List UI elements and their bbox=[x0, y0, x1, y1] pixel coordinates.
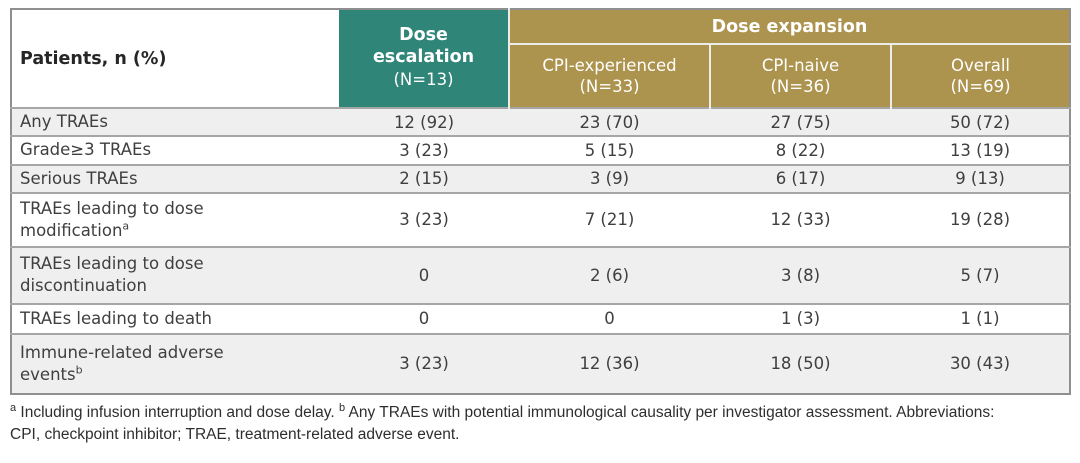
dose-escalation-title: Dose escalation bbox=[372, 25, 475, 68]
data-cell: 27 (75) bbox=[770, 112, 831, 132]
data-cell: 9 (13) bbox=[955, 169, 1005, 189]
data-cell: 12 (92) bbox=[393, 112, 455, 132]
adverse-events-table: Patients, n (%) Dose escalation (N=13) D… bbox=[10, 8, 1071, 395]
table-row: Grade≥3 TRAEs 3 (23) 5 (15) 8 (22) 13 (1… bbox=[11, 136, 1070, 165]
dose-expansion-title: Dose expansion bbox=[711, 16, 868, 37]
dose-escalation-n: (N=13) bbox=[393, 70, 454, 90]
table-row: TRAEs leading to dose modificationa 3 (2… bbox=[11, 192, 1070, 247]
data-cell: 0 bbox=[418, 265, 430, 285]
data-cell: 18 (50) bbox=[770, 354, 831, 374]
cpi-experienced-title: CPI-experienced bbox=[542, 55, 677, 75]
data-cell: 8 (22) bbox=[775, 140, 826, 160]
footnote-marker-b: b bbox=[75, 363, 83, 377]
column-header-overall: Overall (N=69) bbox=[890, 44, 1070, 108]
data-cell: 1 (1) bbox=[960, 309, 1000, 329]
row-label: Any TRAEs bbox=[20, 112, 108, 131]
corner-header-label: Patients, n (%) bbox=[20, 48, 167, 69]
footnote-text-b: Any TRAEs with potential immunological c… bbox=[10, 403, 995, 443]
cpi-naive-n: (N=36) bbox=[770, 77, 831, 96]
footnote-marker-a: a bbox=[122, 219, 130, 233]
data-cell: 3 (23) bbox=[399, 140, 449, 160]
table-row: Serious TRAEs 2 (15) 3 (9) 6 (17) 9 (13) bbox=[11, 164, 1070, 193]
data-cell: 50 (72) bbox=[949, 112, 1011, 132]
data-cell: 7 (21) bbox=[584, 210, 635, 230]
footnote-sup-a: a bbox=[10, 401, 17, 414]
data-cell: 12 (36) bbox=[579, 354, 640, 374]
table-row: TRAEs leading to dose discontinuation 0 … bbox=[11, 246, 1070, 304]
data-cell: 5 (15) bbox=[584, 140, 635, 160]
cpi-naive-title: CPI-naive bbox=[761, 55, 840, 75]
data-cell: 1 (3) bbox=[780, 309, 821, 329]
data-cell: 2 (15) bbox=[399, 169, 449, 189]
footnote-text-a: Including infusion interruption and dose… bbox=[16, 403, 339, 421]
footnote: a Including infusion interruption and do… bbox=[10, 402, 1026, 446]
data-cell: 0 bbox=[418, 309, 430, 329]
cpi-experienced-n: (N=33) bbox=[579, 77, 640, 96]
data-cell: 13 (19) bbox=[949, 140, 1011, 160]
table-row: Any TRAEs 12 (92) 23 (70) 27 (75) 50 (72… bbox=[11, 108, 1070, 137]
row-label: Grade≥3 TRAEs bbox=[20, 140, 152, 160]
data-cell: 23 (70) bbox=[579, 112, 640, 132]
overall-n: (N=69) bbox=[950, 77, 1011, 96]
data-cell: 2 (6) bbox=[589, 265, 630, 285]
row-label: TRAEs leading to death bbox=[20, 308, 212, 328]
row-label: Serious TRAEs bbox=[20, 168, 138, 188]
column-header-dose-escalation: Dose escalation (N=13) bbox=[339, 9, 509, 108]
data-cell: 3 (23) bbox=[399, 210, 449, 230]
row-label: TRAEs leading to dose discontinuation bbox=[20, 254, 204, 296]
row-label: TRAEs leading to dose modificationa bbox=[20, 198, 204, 240]
data-cell: 3 (9) bbox=[589, 169, 630, 189]
data-cell: 0 bbox=[604, 309, 615, 329]
data-cell: 3 (23) bbox=[399, 354, 449, 374]
footnote-sup-b: b bbox=[338, 401, 346, 414]
column-header-cpi-experienced: CPI-experienced (N=33) bbox=[508, 44, 710, 108]
data-cell: 3 (8) bbox=[780, 265, 821, 285]
table-body: Any TRAEs 12 (92) 23 (70) 27 (75) 50 (72… bbox=[11, 108, 1070, 394]
data-cell: 30 (43) bbox=[949, 354, 1011, 374]
data-cell: 19 (28) bbox=[949, 210, 1011, 230]
overall-title: Overall bbox=[951, 55, 1010, 75]
data-cell: 6 (17) bbox=[775, 169, 826, 189]
data-cell: 12 (33) bbox=[770, 210, 831, 230]
table-row: TRAEs leading to death 0 0 1 (3) 1 (1) bbox=[11, 303, 1070, 334]
table-header: Patients, n (%) Dose escalation (N=13) D… bbox=[11, 9, 1070, 108]
column-header-patients: Patients, n (%) bbox=[11, 9, 339, 108]
row-label: Immune-related adverse eventsb bbox=[20, 342, 224, 384]
data-cell: 5 (7) bbox=[960, 265, 1000, 285]
column-header-cpi-naive: CPI-naive (N=36) bbox=[709, 44, 891, 108]
table-row: Immune-related adverse eventsb 3 (23) 12… bbox=[11, 333, 1070, 394]
column-header-dose-expansion: Dose expansion bbox=[508, 9, 1070, 45]
